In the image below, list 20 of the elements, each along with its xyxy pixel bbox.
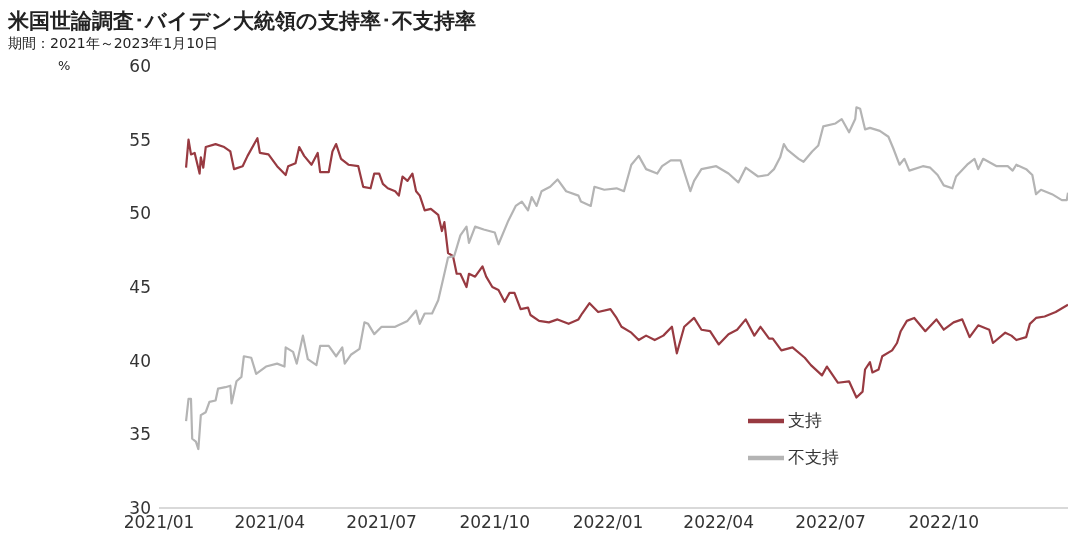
y-tick-label: 55	[129, 129, 151, 150]
legend-label: 不支持	[788, 447, 839, 467]
x-tick-label: 2022/07	[795, 512, 866, 533]
line-series	[184, 106, 1068, 451]
y-tick-label: 60	[129, 56, 151, 77]
legend-label: 支持	[788, 410, 822, 430]
chart-subtitle: 期間：2021年～2023年1月10日	[8, 34, 219, 52]
y-tick-label: 40	[129, 350, 151, 371]
x-tick-label: 2022/04	[683, 512, 754, 533]
y-tick-label: 50	[129, 203, 151, 224]
line-series	[184, 137, 1068, 399]
chart-title: 米国世論調査･バイデン大統領の支持率･不支持率	[8, 8, 477, 34]
x-tick-label: 2022/10	[908, 512, 980, 533]
y-axis-title: %	[58, 58, 71, 73]
y-tick-label: 45	[129, 277, 151, 298]
x-tick-label: 2021/04	[234, 512, 306, 533]
x-tick-label: 2021/07	[346, 512, 417, 533]
y-tick-label: 35	[129, 424, 151, 445]
x-tick-label: 2021/10	[459, 512, 531, 533]
x-tick-label: 2022/01	[572, 512, 644, 533]
